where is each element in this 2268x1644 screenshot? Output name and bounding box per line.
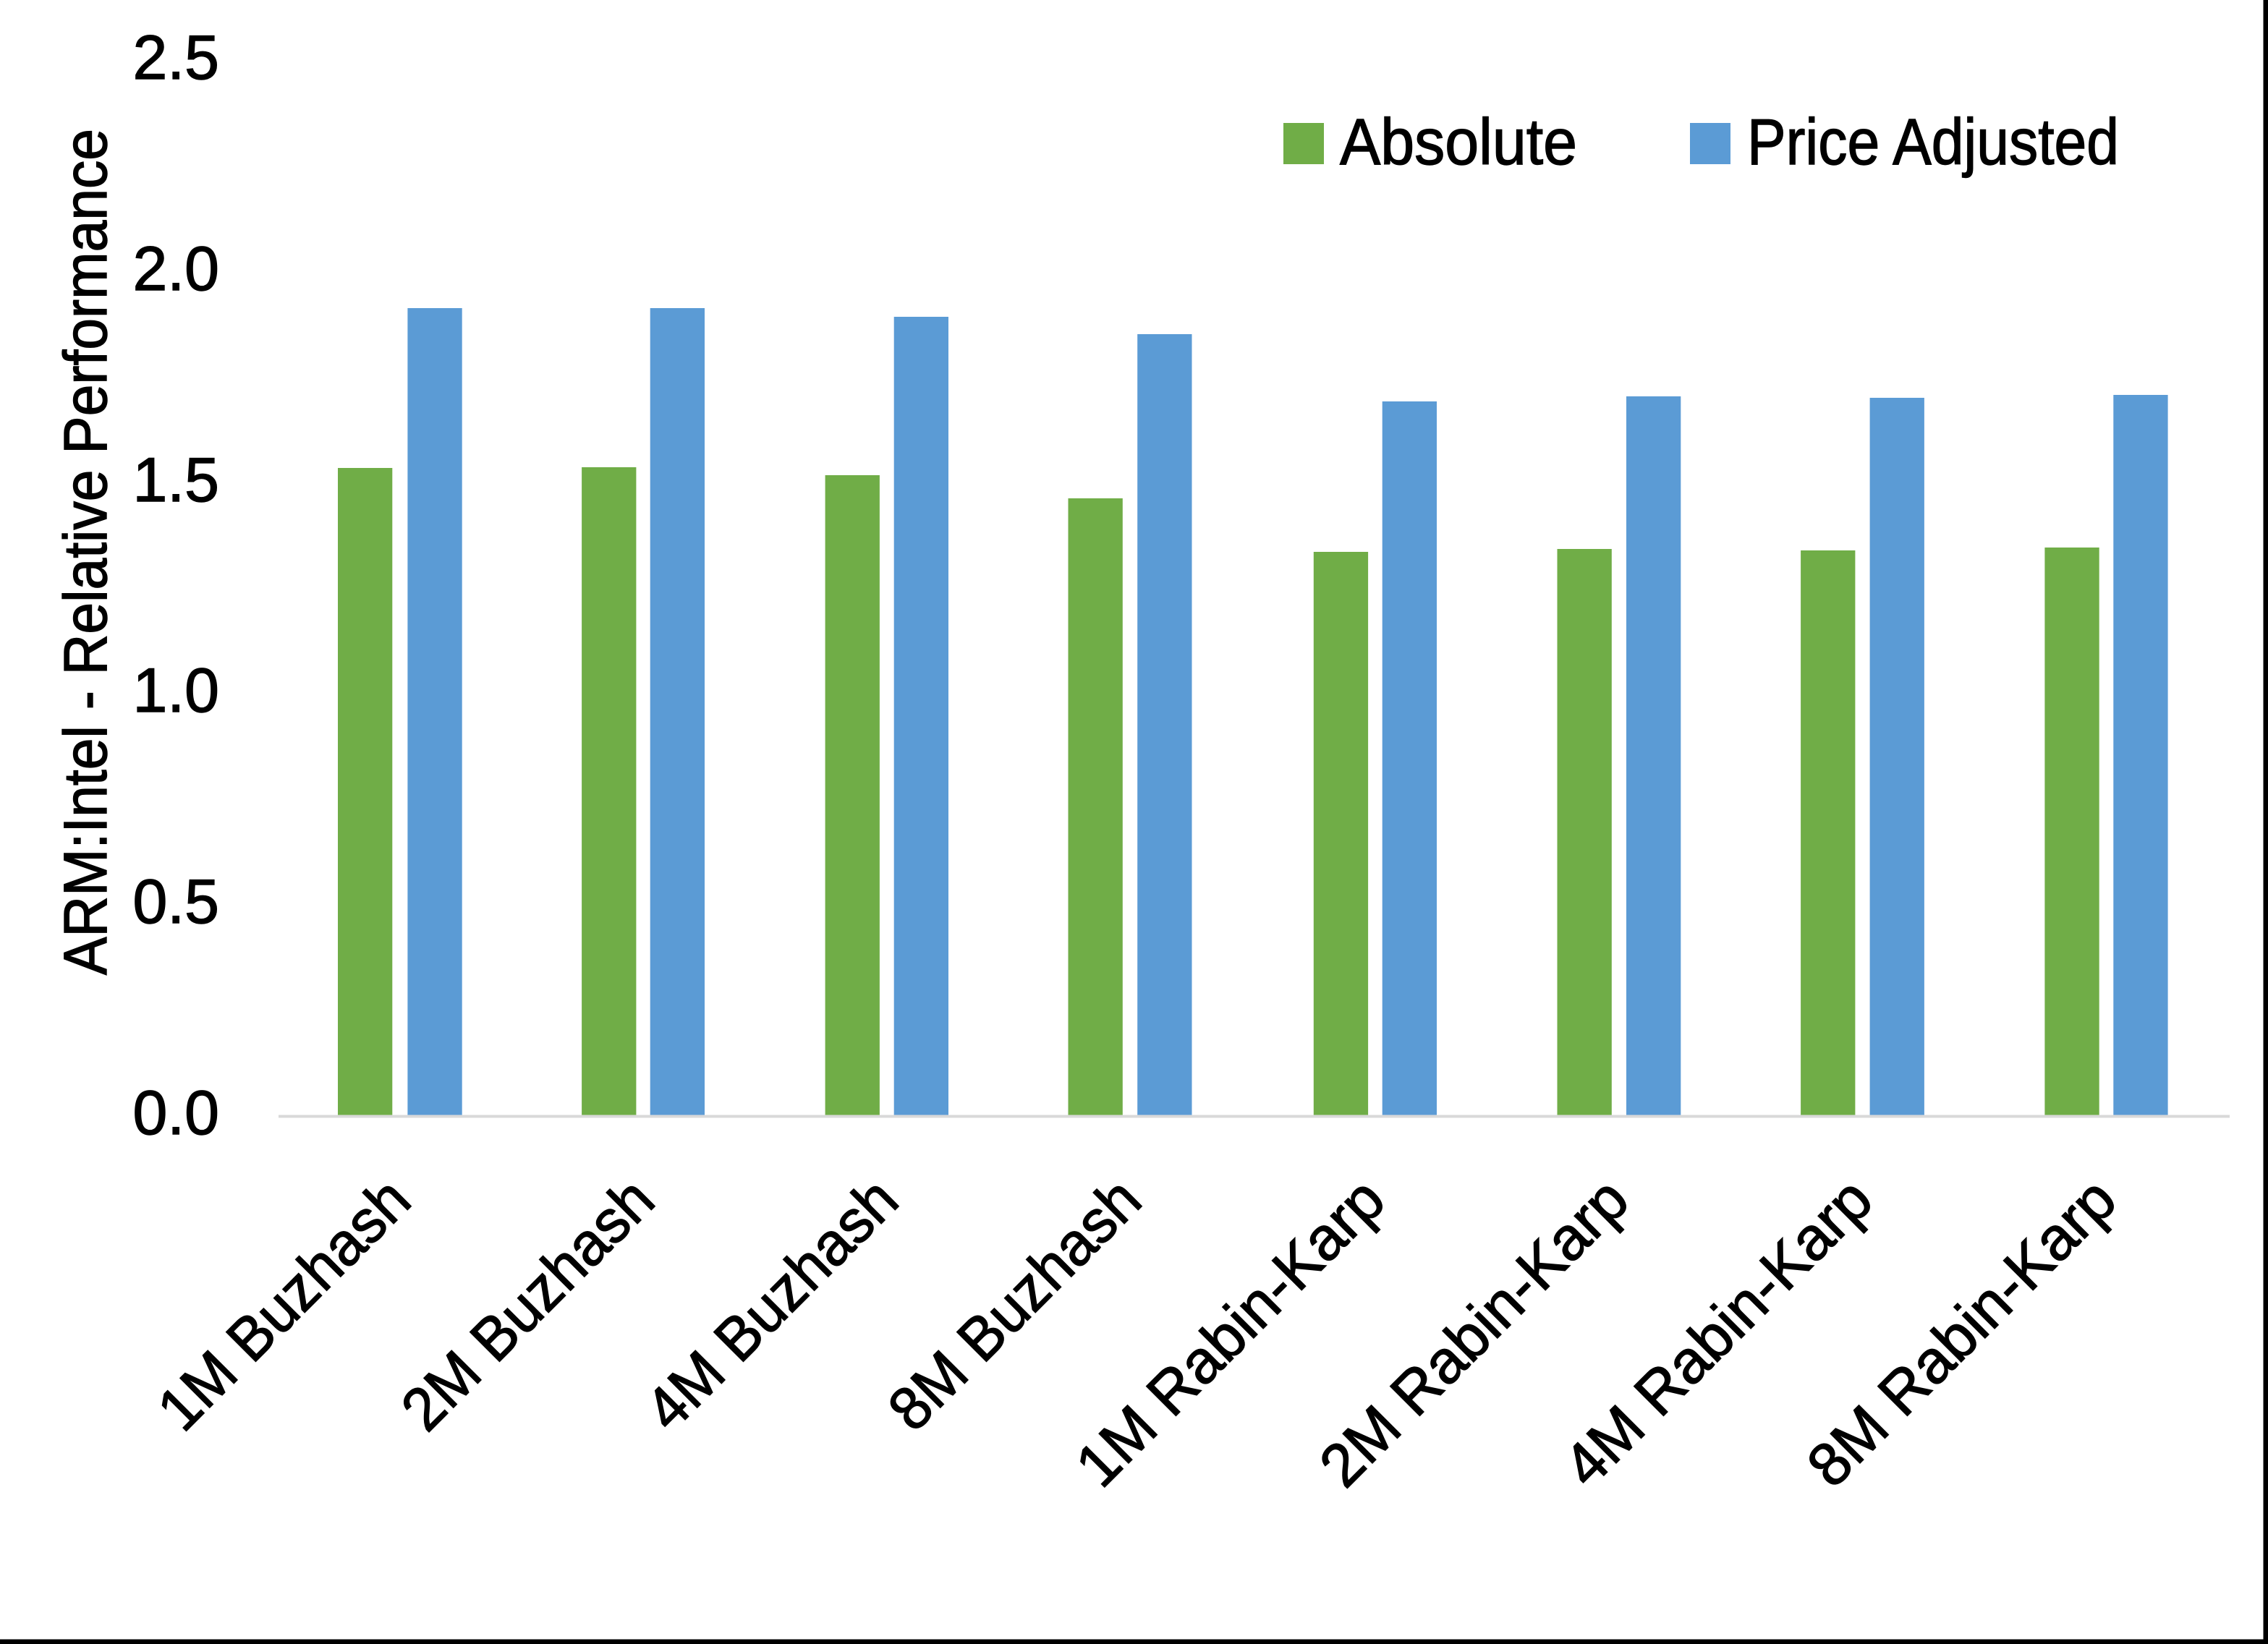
svg-text:2.0: 2.0 xyxy=(132,234,219,304)
svg-text:ARM:Intel - Relative Performan: ARM:Intel - Relative Performance xyxy=(51,129,119,975)
svg-text:Price Adjusted: Price Adjusted xyxy=(1747,106,2119,179)
svg-text:0.0: 0.0 xyxy=(132,1078,219,1148)
svg-text:0.5: 0.5 xyxy=(132,867,219,937)
svg-text:1.5: 1.5 xyxy=(132,446,219,515)
svg-text:1.0: 1.0 xyxy=(132,656,219,725)
svg-text:2.5: 2.5 xyxy=(132,23,219,93)
svg-text:Absolute: Absolute xyxy=(1340,106,1577,179)
